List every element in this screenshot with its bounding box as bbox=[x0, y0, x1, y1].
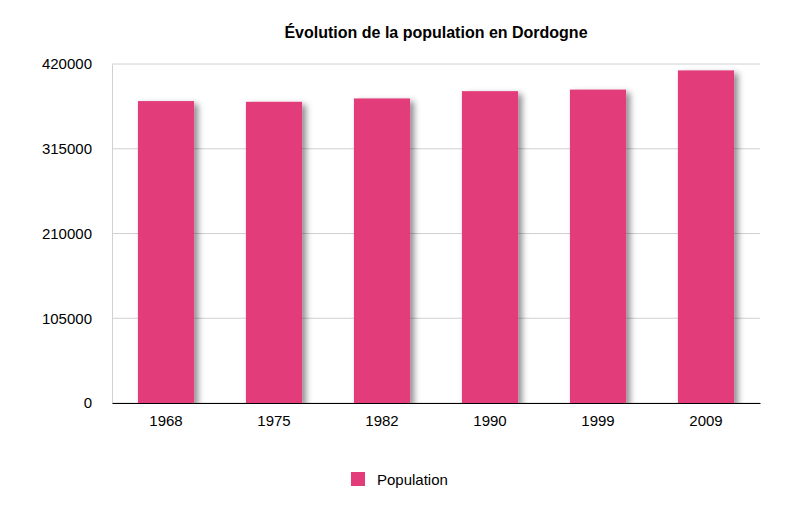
y-tick-label: 315000 bbox=[42, 140, 92, 157]
title: Évolution de la population en Dordogne bbox=[284, 23, 587, 41]
x-tick-label: 1982 bbox=[365, 412, 398, 429]
grid-line bbox=[112, 233, 760, 234]
x-axis-line bbox=[113, 403, 761, 404]
x-tick-label: 1999 bbox=[581, 412, 614, 429]
bar bbox=[678, 70, 734, 403]
x-tick-label: 1990 bbox=[473, 412, 506, 429]
x-tick: 1968 bbox=[149, 403, 182, 429]
y-tick: 0 bbox=[84, 394, 112, 411]
x-tick: 1999 bbox=[581, 403, 614, 429]
y-tick-label: 420000 bbox=[42, 55, 92, 72]
y-tick: 315000 bbox=[42, 140, 112, 157]
y-tick-label: 105000 bbox=[42, 310, 92, 327]
bar-series bbox=[138, 70, 734, 403]
x-tick-label: 1968 bbox=[149, 412, 182, 429]
legend-label: Population bbox=[377, 471, 448, 488]
plot: 0 105000 210000 315000 420000 1968 1975 1982 199… bbox=[42, 55, 761, 428]
x-tick: 2009 bbox=[689, 403, 722, 429]
y-tick-label: 0 bbox=[84, 394, 92, 411]
x-tick-label: 2009 bbox=[689, 412, 722, 429]
y-tick: 105000 bbox=[42, 310, 112, 327]
bar bbox=[246, 102, 302, 403]
legend-swatch bbox=[351, 472, 365, 486]
legend: Population bbox=[351, 471, 448, 488]
bar bbox=[138, 101, 194, 403]
x-tick: 1975 bbox=[257, 403, 290, 429]
grid-line bbox=[112, 64, 760, 65]
grid-line bbox=[112, 148, 760, 149]
bar bbox=[570, 90, 626, 403]
grid-line bbox=[112, 403, 760, 404]
bar bbox=[354, 98, 410, 403]
y-tick: 210000 bbox=[42, 225, 112, 242]
grid-line bbox=[112, 318, 760, 319]
x-tick: 1982 bbox=[365, 403, 398, 429]
y-axis-line bbox=[112, 65, 113, 404]
x-tick: 1990 bbox=[473, 403, 506, 429]
x-axis: 1968 1975 1982 1990 1999 2009 bbox=[113, 403, 761, 429]
bar bbox=[462, 91, 518, 403]
x-tick-label: 1975 bbox=[257, 412, 290, 429]
y-tick: 420000 bbox=[42, 55, 112, 72]
y-axis: 0 105000 210000 315000 420000 bbox=[42, 55, 113, 411]
grid bbox=[112, 64, 760, 403]
bars bbox=[138, 70, 734, 403]
y-tick-label: 210000 bbox=[42, 225, 92, 242]
chart: 0 105000 210000 315000 420000 1968 1975 1982 199… bbox=[0, 0, 795, 507]
